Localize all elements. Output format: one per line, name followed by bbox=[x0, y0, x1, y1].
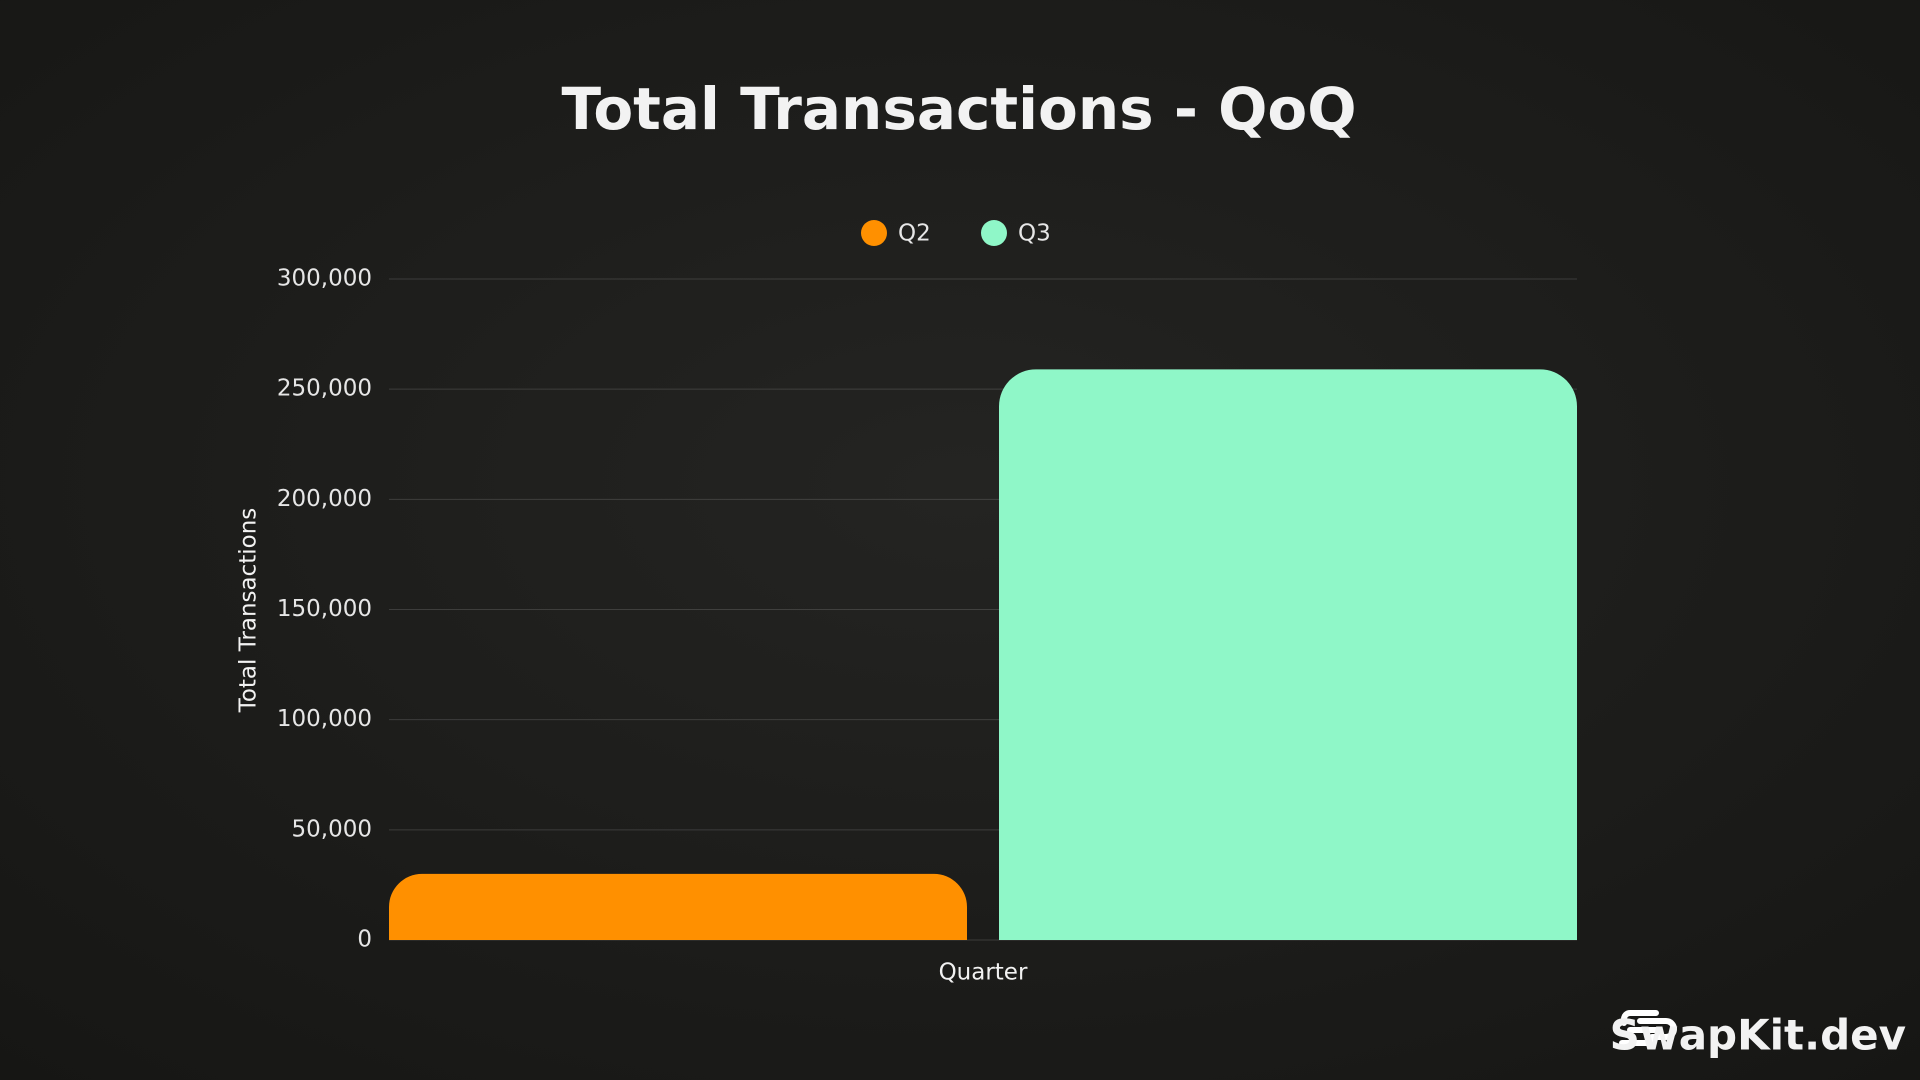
legend-swatch bbox=[981, 220, 1007, 246]
y-tick-label: 300,000 bbox=[277, 266, 372, 292]
legend-label: Q2 bbox=[898, 221, 931, 247]
brand: SwapKit.dev bbox=[1610, 1011, 1906, 1060]
y-tick-label: 0 bbox=[357, 927, 372, 953]
chart-title: Total Transactions - QoQ bbox=[561, 75, 1356, 143]
y-tick-label: 200,000 bbox=[277, 486, 372, 512]
y-tick-label: 50,000 bbox=[292, 816, 372, 842]
legend-label: Q3 bbox=[1018, 221, 1051, 247]
bar bbox=[389, 873, 967, 940]
x-axis-label: Quarter bbox=[939, 960, 1028, 986]
brand-logo bbox=[1613, 1010, 1677, 1046]
bar bbox=[999, 369, 1577, 940]
y-tick-label: 250,000 bbox=[277, 376, 372, 402]
y-tick-label: 100,000 bbox=[277, 706, 372, 732]
y-axis-label: Total Transactions bbox=[236, 508, 262, 714]
y-tick-label: 150,000 bbox=[277, 596, 372, 622]
legend-swatch bbox=[861, 220, 887, 246]
